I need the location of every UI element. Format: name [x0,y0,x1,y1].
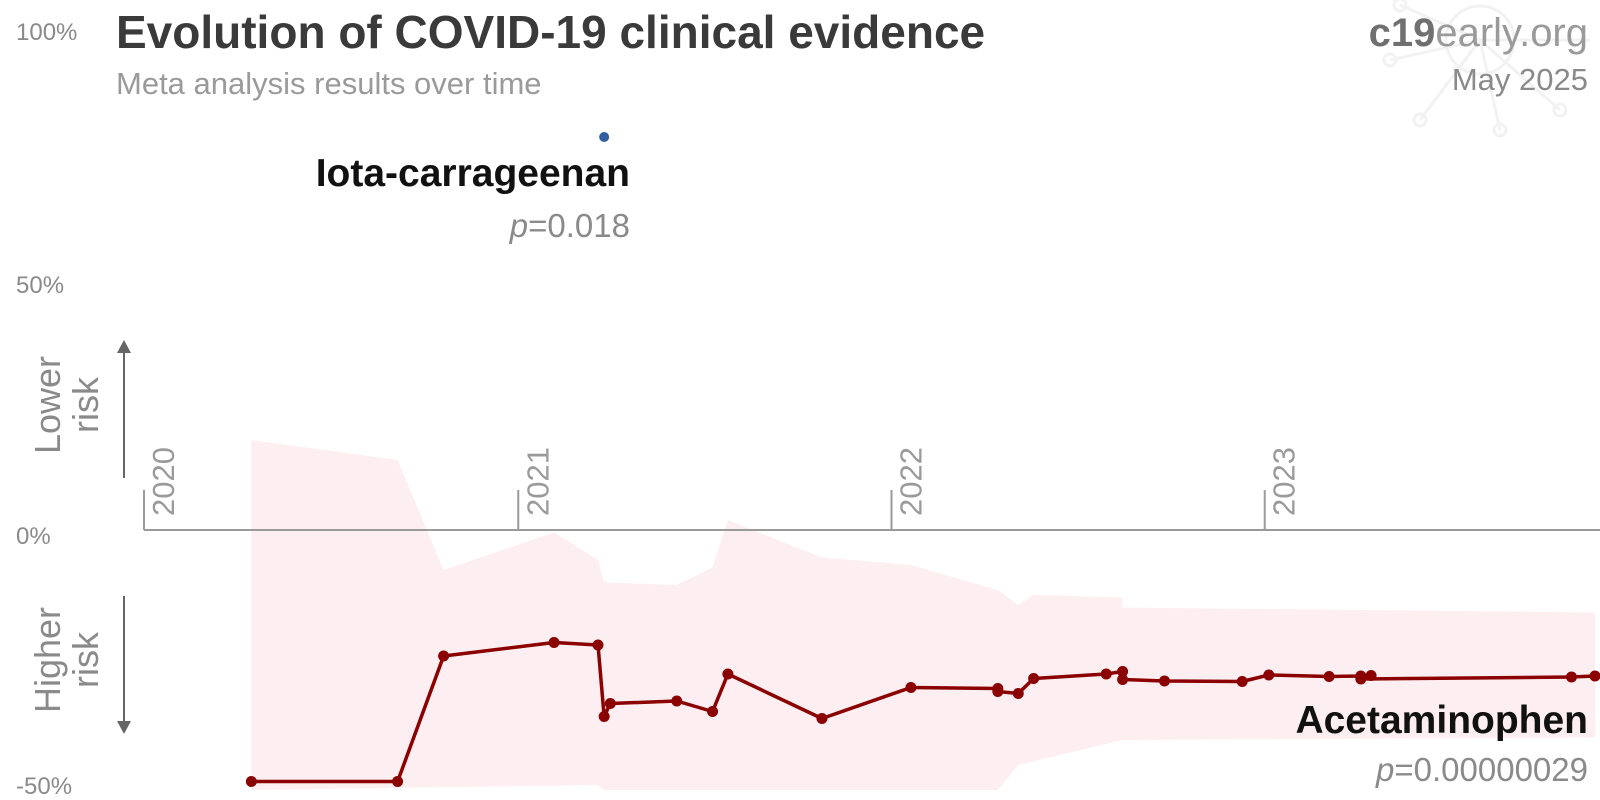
iota-p-value: p=0.018 [509,207,630,244]
y-tick-minus-50: -50% [16,773,72,800]
acetaminophen-point-25 [1355,673,1367,685]
acetaminophen-point-6 [604,698,616,709]
acetaminophen-point-22 [1323,671,1335,682]
acetaminophen-point-16 [1100,668,1112,680]
acetaminophen-point-26 [1565,671,1577,683]
acetaminophen-p-label: p [1375,751,1394,788]
acetaminophen-point-19 [1159,675,1171,687]
acetaminophen-confidence-band [251,440,1595,790]
brand-logo: c19early.org [1369,11,1588,55]
brand-rest-part: early.org [1435,11,1588,55]
acetaminophen-point-14 [1012,688,1024,699]
lower-risk-line2: risk [65,376,106,433]
chart-subtitle: Meta analysis results over time [116,66,542,101]
x-tick-label-2020: 2020 [146,447,181,516]
y-tick-50: 50% [16,272,64,299]
acetaminophen-point-15 [1028,673,1040,684]
brand-bold-part: c19 [1369,11,1436,55]
acetaminophen-point-13 [992,686,1004,697]
acetaminophen-point-9 [722,668,734,680]
y-tick-100: 100% [16,19,77,46]
chart-title: Evolution of COVID-19 clinical evidence [116,6,985,58]
x-tick-label-2021: 2021 [520,447,555,516]
acetaminophen-point-2 [438,650,450,662]
acetaminophen-point-4 [592,639,604,651]
acetaminophen-point-18 [1117,674,1129,685]
acetaminophen-point-24 [1365,670,1377,681]
lower-risk-label: Lower risk [27,356,106,454]
x-tick-label-2022: 2022 [893,447,928,516]
acetaminophen-point-1 [392,776,404,787]
acetaminophen-series-name: Acetaminophen [1295,699,1588,742]
acetaminophen-point-17 [1117,666,1129,677]
higher-risk-line2: risk [65,631,106,688]
acetaminophen-point-8 [707,706,719,717]
acetaminophen-point-0 [245,776,257,787]
higher-risk-arrow-icon [117,596,131,734]
iota-carrageenan-point-0 [599,132,610,142]
acetaminophen-point-3 [548,637,560,648]
virus-watermark-icon [1382,0,1590,138]
acetaminophen-point-11 [905,682,917,693]
y-tick-0: 0% [16,523,51,550]
acetaminophen-p-value: p=0.00000029 [1375,751,1588,788]
higher-risk-label: Higher risk [27,607,106,713]
higher-risk-line1: Higher [27,607,68,713]
report-date: May 2025 [1452,62,1588,97]
acetaminophen-point-21 [1263,669,1275,681]
acetaminophen-point-7 [671,695,683,707]
acetaminophen-point-10 [816,713,828,724]
iota-p-number: =0.018 [528,207,630,244]
acetaminophen-point-27 [1589,670,1600,682]
acetaminophen-point-5 [598,711,610,722]
iota-series-name: Iota-carrageenan [316,152,630,195]
acetaminophen-series-line [251,640,1596,784]
lower-risk-line1: Lower [27,356,68,454]
acetaminophen-p-number: =0.00000029 [1394,751,1588,788]
lower-risk-arrow-icon [117,340,131,478]
x-tick-label-2023: 2023 [1267,447,1302,516]
acetaminophen-point-20 [1236,676,1248,687]
iota-p-label: p [509,207,528,244]
